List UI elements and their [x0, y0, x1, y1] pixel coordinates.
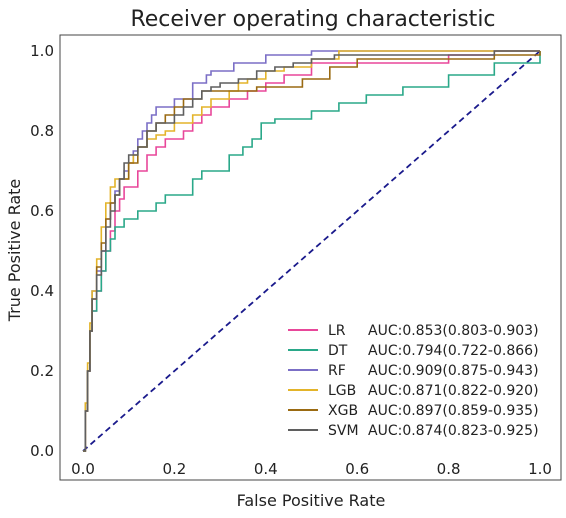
- legend-label-dt: DT: [328, 343, 348, 359]
- y-tick-label: 0.2: [30, 362, 54, 380]
- y-tick-label: 0.8: [30, 122, 54, 140]
- x-tick-label: 0.8: [437, 460, 461, 478]
- axis-ticks: 0.0 0.2 0.4 0.6 0.8 1.0 0.0 0.2 0.4 0.6 0.8 1.0: [30, 42, 552, 478]
- x-tick-label: 0.4: [254, 460, 278, 478]
- legend-auc-xgb: AUC:0.897(0.859-0.935): [368, 403, 539, 419]
- legend: LR AUC:0.853(0.803-0.903) DT AUC:0.794(0.72…: [288, 323, 539, 439]
- y-tick-label: 1.0: [30, 42, 54, 60]
- plot-area: [59, 34, 562, 481]
- x-tick-label: 0.2: [162, 460, 186, 478]
- legend-label-xgb: XGB: [328, 403, 358, 419]
- legend-auc-lr: AUC:0.853(0.803-0.903): [368, 323, 539, 339]
- y-tick-label: 0.0: [30, 442, 54, 460]
- y-tick-label: 0.6: [30, 202, 54, 220]
- legend-label-lgb: LGB: [328, 383, 356, 399]
- legend-auc-svm: AUC:0.874(0.823-0.925): [368, 423, 539, 439]
- roc-curve-svm: [83, 50, 540, 452]
- y-tick-label: 0.4: [30, 282, 54, 300]
- x-tick-label: 0.6: [345, 460, 369, 478]
- diagonal-reference-line: [82, 50, 541, 452]
- x-axis-label: False Positive Rate: [237, 491, 386, 510]
- diagonal-layer: [82, 50, 541, 452]
- legend-label-lr: LR: [328, 323, 346, 339]
- legend-auc-dt: AUC:0.794(0.722-0.866): [368, 343, 539, 359]
- roc-curves: [83, 50, 541, 452]
- chart-title: Receiver operating characteristic: [130, 7, 495, 32]
- legend-auc-lgb: AUC:0.871(0.822-0.920): [368, 383, 539, 399]
- legend-label-rf: RF: [328, 363, 346, 379]
- legend-auc-rf: AUC:0.909(0.875-0.943): [368, 363, 539, 379]
- legend-label-svm: SVM: [328, 423, 359, 439]
- x-tick-label: 0.0: [71, 460, 95, 478]
- x-tick-label: 1.0: [528, 460, 552, 478]
- y-axis-label: True Positive Rate: [5, 179, 24, 323]
